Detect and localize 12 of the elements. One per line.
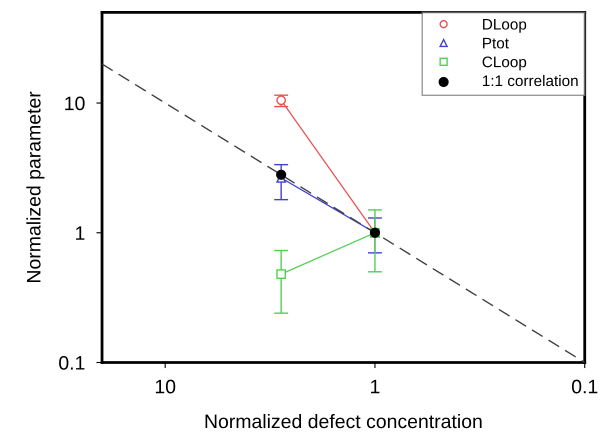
legend-label: Ptot <box>483 38 509 49</box>
y-axis-title: Normalized parameter <box>26 92 44 282</box>
legend-label: CLoop <box>482 56 526 70</box>
x-tick-label: 0.1 <box>572 380 598 394</box>
y-tick-label: 0.1 <box>59 356 84 370</box>
legend-label: 1:1 correlation <box>482 74 578 86</box>
x-tick-label: 10 <box>156 380 176 394</box>
y-tick-label: 1 <box>76 226 84 240</box>
x-tick-label: 1 <box>371 380 380 394</box>
x-axis-title: Normalized defect concentration <box>206 414 482 428</box>
legend-label: DLoop <box>483 19 526 33</box>
y-tick-label: 10 <box>65 96 85 110</box>
